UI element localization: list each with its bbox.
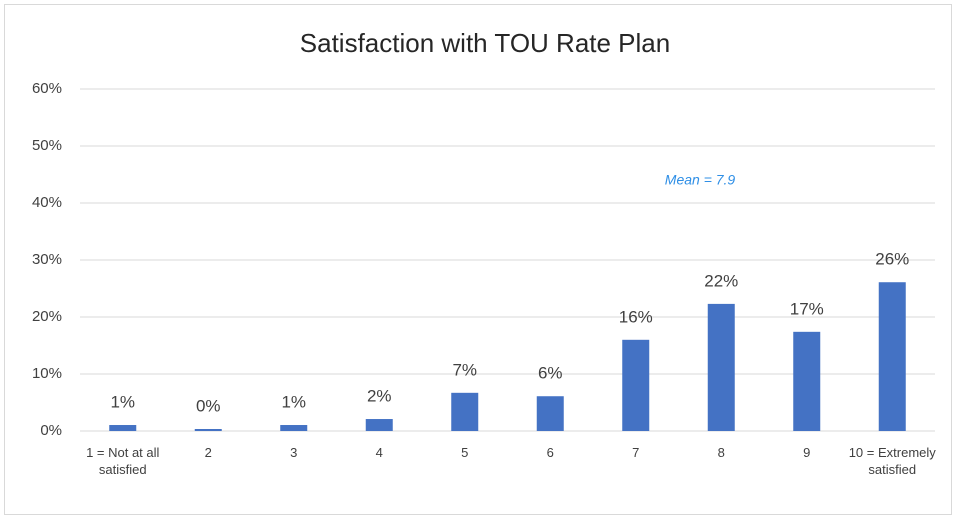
data-label: 26% [875,250,909,269]
y-tick-label: 10% [32,365,62,382]
y-tick-label: 40% [32,194,62,211]
chart-title: Satisfaction with TOU Rate Plan [300,28,670,58]
bar [109,425,137,431]
bar [622,339,650,431]
data-label: 17% [790,299,824,318]
data-label: 6% [538,364,563,383]
bar [793,331,821,431]
y-tick-label: 50% [32,137,62,154]
bar [194,429,222,431]
data-label: 0% [196,396,221,415]
data-label: 22% [704,271,738,290]
data-label: 2% [367,387,392,406]
x-tick-label: 5 [461,445,469,460]
bar [707,303,735,431]
x-tick-label: 10 = Extremely satisfied [848,445,936,477]
x-tick-label: 9 [803,445,811,460]
y-tick-label: 30% [32,251,62,268]
y-tick-label: 0% [40,422,62,439]
data-label: 1% [281,392,306,411]
bar [536,396,564,431]
x-tick-label: 1 = Not at all satisfied [86,445,160,477]
x-tick-label: 4 [375,445,383,460]
x-tick-label: 3 [290,445,298,460]
annotation: Mean = 7.9 [665,172,736,188]
data-label: 1% [110,392,135,411]
bar [878,282,906,431]
x-tick-label: 8 [717,445,725,460]
y-tick-label: 20% [32,308,62,325]
x-tick-label: 2 [204,445,212,460]
data-label: 7% [452,360,477,379]
x-tick-label: 7 [632,445,640,460]
data-label: 16% [619,307,653,326]
y-tick-label: 60% [32,80,62,97]
bar [365,419,393,431]
x-tick-label: 6 [546,445,554,460]
bar [451,392,479,431]
bar [280,425,308,431]
